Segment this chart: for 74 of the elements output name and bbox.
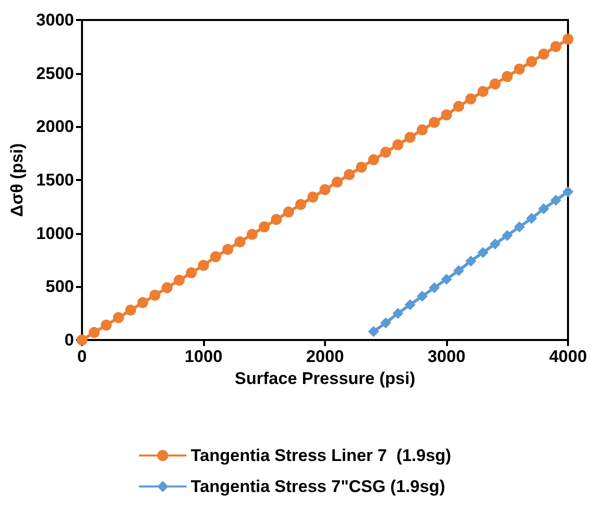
y-tick-label: 2500 [36,64,74,83]
point [222,244,234,255]
point [562,186,574,198]
point [404,299,416,310]
point [258,221,270,232]
point [246,228,258,240]
point [392,139,404,150]
point [562,34,574,45]
point [428,282,440,294]
x-tick-label: 1000 [184,347,222,366]
point [404,132,416,143]
point [514,221,525,232]
point [441,109,452,120]
x-tick-label: 0 [77,347,87,366]
point [550,194,562,206]
point [502,230,513,241]
point [380,317,392,328]
point [453,265,464,276]
point [76,334,88,346]
point [137,297,148,308]
point [295,199,306,210]
point [526,212,538,224]
point [441,274,452,285]
point [88,327,100,338]
point [428,116,440,128]
point [526,56,538,68]
point [368,326,380,337]
y-tick-label: 500 [46,277,74,296]
x-tick-label: 3000 [428,347,466,366]
y-tick-label: 2000 [36,117,74,136]
point [332,176,343,188]
point [112,312,124,324]
point [198,260,209,271]
x-tick-label: 2000 [306,347,344,366]
point [550,41,562,52]
point [490,238,501,250]
point [465,256,476,267]
point [234,236,246,248]
point [392,308,404,319]
point [465,93,476,104]
point [368,154,380,166]
point [174,274,185,286]
point [210,251,222,262]
point [416,124,428,136]
point [380,146,392,158]
point [502,71,513,82]
y-axis-title: Δσθ (psi) [7,143,26,217]
y-tick-label: 3000 [36,10,74,30]
point [490,78,501,90]
legend-label: Tangentia Stress 7"CSG (1.9sg) [190,477,446,496]
point [307,192,318,203]
point [538,48,550,60]
y-tick-label: 1000 [36,224,74,243]
point [320,184,330,196]
point [162,282,173,294]
point [283,206,294,218]
point [344,169,355,180]
point [186,267,197,278]
y-tick-label: 0 [64,330,74,350]
point [477,247,488,258]
point [100,320,112,331]
legend-label: Tangentia Stress Liner 7 (1.9sg) [190,446,452,465]
x-axis-title: Surface Pressure (psi) [234,369,416,388]
point [416,290,428,302]
point [514,64,525,75]
point [477,86,488,97]
point [149,290,160,301]
y-tick-label: 1500 [36,170,74,190]
point [270,214,282,225]
point [538,203,550,214]
point [125,304,136,316]
point [453,100,464,112]
point [356,162,367,173]
x-tick-label: 4000 [549,347,587,366]
